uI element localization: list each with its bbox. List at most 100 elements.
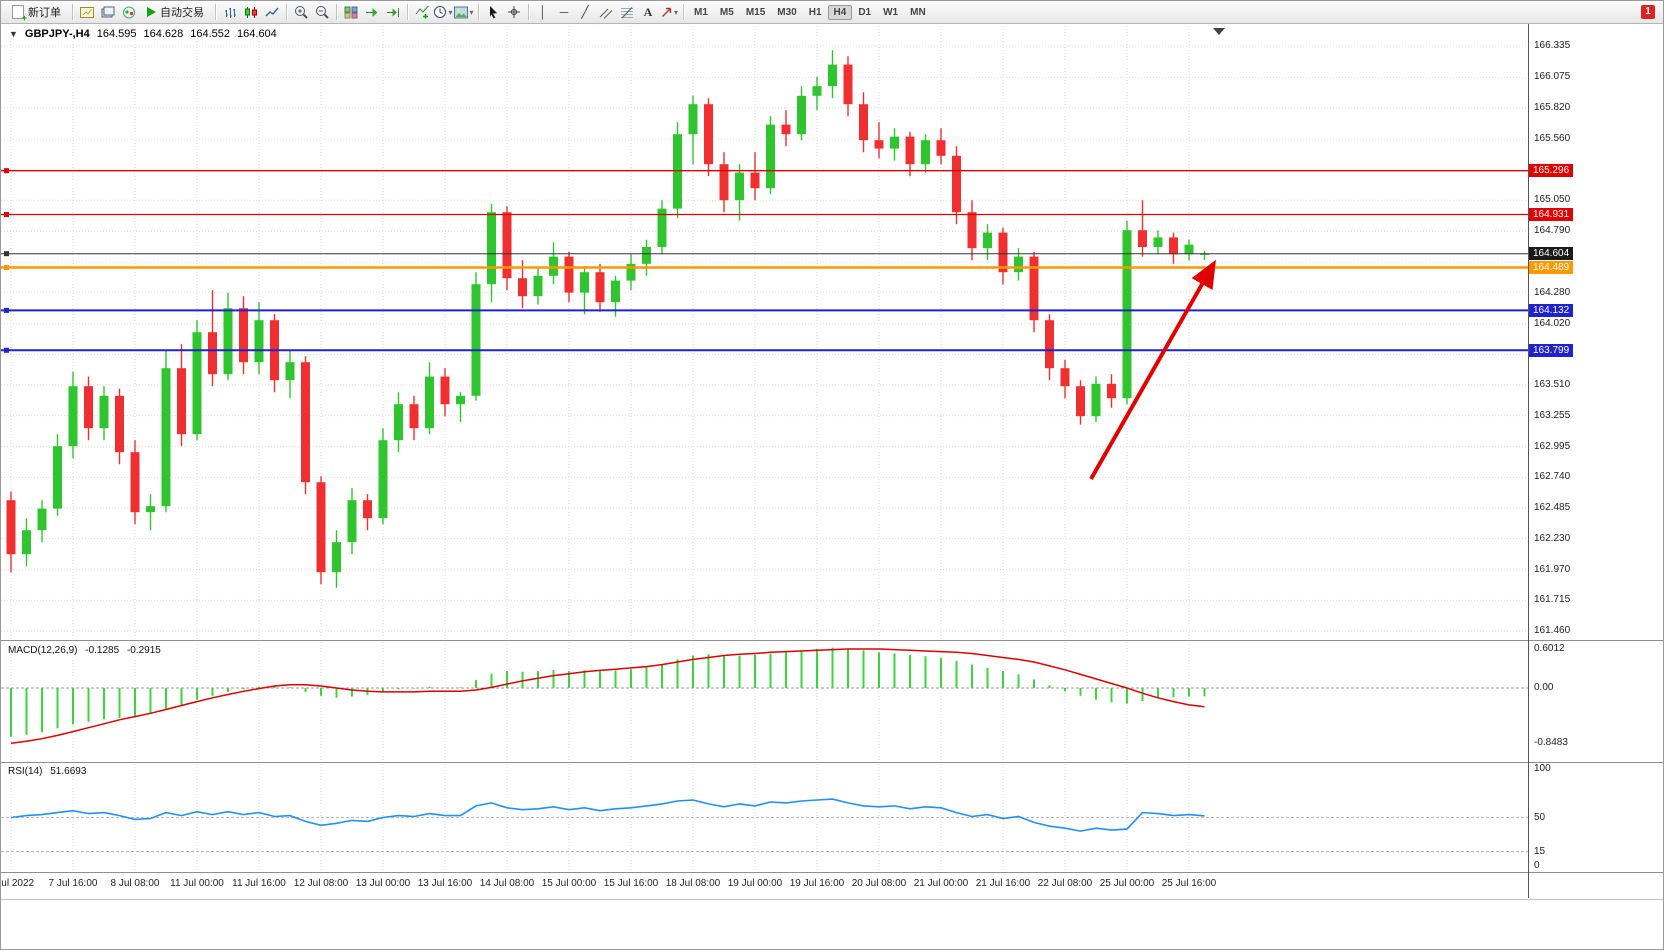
candle (936, 128, 946, 165)
time-axis-label: 11 Jul 16:00 (232, 878, 286, 889)
new-chart-icon[interactable] (77, 3, 97, 21)
autotrading-button[interactable]: 自动交易 (140, 2, 211, 22)
price-axis-label: 164.790 (1534, 225, 1571, 237)
horizontal-line-164.931[interactable] (1, 212, 1528, 217)
panel-separator[interactable] (1, 762, 1663, 763)
horizontal-line-165.296[interactable] (1, 168, 1528, 174)
timeframe-m1[interactable]: M1 (694, 6, 708, 18)
macd-histogram (10, 647, 1206, 737)
horizontal-line-164.132[interactable] (1, 307, 1528, 313)
candle (998, 227, 1008, 285)
macd-panel[interactable] (1, 642, 1528, 762)
time-axis-label: 19 Jul 00:00 (727, 878, 783, 889)
candle (626, 254, 636, 291)
rsi-axis-label: 50 (1534, 811, 1546, 823)
line-chart-icon[interactable] (262, 3, 282, 21)
time-axis-label: 21 Jul 00:00 (913, 878, 969, 889)
price-axis-label: 161.970 (1534, 563, 1571, 575)
candle (146, 494, 155, 531)
price-axis-border (1528, 23, 1529, 898)
window-bottom-line (1, 899, 1663, 900)
trendline-icon[interactable]: ╱ (581, 5, 589, 19)
panel-separator[interactable] (1, 640, 1663, 641)
zoom-out-icon[interactable] (312, 3, 332, 21)
candle (115, 388, 124, 465)
auto-scroll-icon[interactable] (362, 3, 382, 21)
candle (456, 392, 465, 423)
candle (1091, 376, 1101, 423)
candlestick-chart-icon[interactable] (241, 3, 261, 21)
horizontal-line-163.799[interactable] (1, 347, 1528, 353)
candle (1153, 230, 1163, 255)
rsi-panel[interactable] (1, 764, 1528, 872)
candle (409, 395, 419, 441)
chart-shift-marker[interactable] (1213, 28, 1225, 35)
macd-axis-label: -0.8483 (1534, 737, 1568, 749)
candle (657, 200, 667, 255)
autotrading-button-label: 自动交易 (160, 7, 204, 19)
equidistant-channel-icon[interactable] (596, 3, 616, 21)
chart-shift-icon[interactable] (383, 3, 403, 21)
main-chart-canvas[interactable] (1, 23, 1528, 640)
timeframe-d1[interactable]: D1 (858, 6, 872, 18)
vertical-line-icon[interactable]: │ (539, 5, 547, 19)
candle (580, 266, 589, 315)
tile-windows-icon[interactable] (341, 3, 361, 21)
zoom-in-icon[interactable] (291, 3, 311, 21)
candle (394, 392, 403, 453)
panel-separator (1, 872, 1663, 873)
one-click-trading-arrow[interactable]: ▼ (9, 29, 18, 39)
price-axis-label: 162.740 (1534, 471, 1571, 483)
gridlines (1, 23, 1528, 640)
candle (487, 203, 496, 303)
candle (843, 56, 853, 117)
trend-arrow[interactable] (1089, 259, 1216, 480)
rsi-label: RSI(14) 51.6693 (8, 766, 87, 777)
notification-badge[interactable]: 1 (1641, 5, 1655, 19)
candle (564, 251, 574, 303)
fibonacci-icon[interactable] (617, 3, 637, 21)
text-icon[interactable]: A (643, 4, 653, 19)
bar-chart-icon[interactable] (220, 3, 240, 21)
periods-icon[interactable]: ▾ (433, 3, 453, 21)
toolbar: 新订单 自动交易 ▾ ▾ │ ─ ╱ A ▾ M1 M5 M15 M30 H1 H4 D1 W1 MN 1 (1, 1, 1663, 24)
candle (347, 488, 357, 555)
candle (363, 494, 372, 531)
candle (22, 518, 31, 567)
candle (905, 131, 915, 177)
timeframe-w1[interactable]: W1 (883, 6, 899, 18)
price-axis-label: 162.995 (1534, 440, 1571, 452)
price-axis-label: 165.560 (1534, 133, 1571, 144)
candle (161, 350, 171, 513)
arrows-icon[interactable]: ▾ (659, 3, 679, 21)
timeframe-m15[interactable]: M15 (745, 6, 766, 18)
time-axis[interactable] (1, 873, 1528, 899)
candle (502, 206, 512, 291)
timeframe-m5[interactable]: M5 (719, 6, 734, 18)
candle (208, 290, 217, 387)
timeframe-h4[interactable]: H4 (827, 4, 853, 20)
timeframe-h1[interactable]: H1 (808, 6, 822, 18)
horizontal-line-icon[interactable]: ─ (559, 5, 569, 19)
crosshair-icon[interactable] (504, 3, 524, 21)
indicators-icon[interactable] (412, 3, 432, 21)
rsi-axis-label: 0 (1534, 860, 1540, 871)
terminal-icon[interactable] (119, 3, 139, 21)
time-axis-label: 25 Jul 00:00 (1099, 878, 1155, 889)
candle (812, 76, 822, 111)
new-order-button[interactable]: 新订单 (5, 2, 68, 23)
candle (549, 242, 558, 285)
timeframe-mn[interactable]: MN (910, 6, 926, 18)
time-axis-label: 15 Jul 16:00 (603, 878, 659, 889)
candle (1060, 359, 1070, 399)
horizontal-line-164.489[interactable] (1, 265, 1528, 270)
profiles-icon[interactable] (98, 3, 118, 21)
templates-icon[interactable]: ▾ (454, 3, 474, 21)
candle (533, 268, 543, 305)
candle (797, 86, 806, 141)
cursor-icon[interactable] (483, 3, 503, 21)
horizontal-line-164.604[interactable] (1, 251, 1528, 257)
timeframe-m30[interactable]: M30 (777, 6, 797, 18)
time-axis-label: 14 Jul 08:00 (479, 878, 535, 889)
price-axis-label: 163.255 (1534, 409, 1571, 421)
